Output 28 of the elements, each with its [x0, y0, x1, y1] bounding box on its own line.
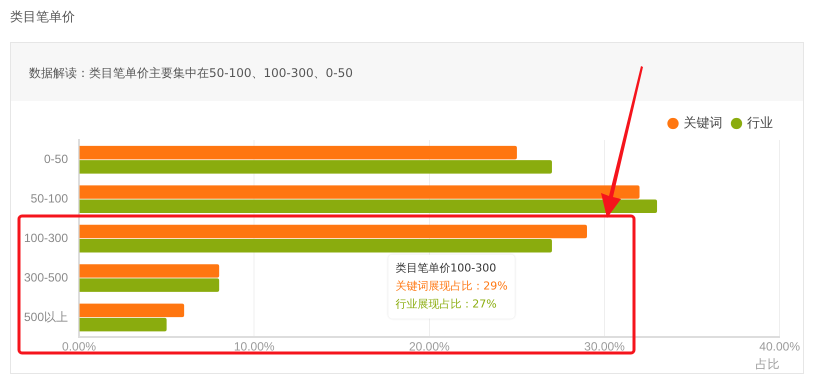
x-tick-label: 30.00% — [584, 340, 626, 354]
legend-label: 关键词 — [684, 115, 722, 130]
x-tick-label: 40.00% — [759, 340, 800, 354]
annotation: 类目笔单价100-300 — [395, 261, 496, 274]
x-tick-label: 10.00% — [234, 340, 275, 354]
bar — [80, 318, 167, 332]
chart-title: 类目笔单价 — [10, 9, 75, 26]
chart-subtitle: 数据解读：类目笔单价主要集中在50-100、100-300、0-50 — [11, 43, 803, 101]
y-tick-label: 500以上 — [24, 310, 68, 324]
y-tick-label: 300-500 — [24, 270, 68, 284]
bar — [80, 146, 517, 160]
legend-label: 行业 — [747, 115, 773, 130]
x-axis-title: 占比 — [756, 357, 780, 372]
bar — [80, 238, 552, 252]
y-tick-label: 100-300 — [24, 230, 68, 245]
bar — [80, 304, 184, 318]
bar — [80, 264, 220, 278]
bar — [80, 160, 552, 174]
annotation: 关键词展现占比：29% — [395, 279, 508, 292]
x-tick-label: 20.00% — [408, 340, 450, 354]
y-tick-label: 50-100 — [30, 191, 68, 206]
bar — [80, 200, 658, 214]
bar — [80, 224, 587, 238]
y-tick-label: 0-50 — [44, 152, 68, 166]
annotation: 行业展现占比：27% — [395, 297, 497, 310]
bar — [80, 278, 220, 292]
x-tick-label: 0.00% — [62, 340, 96, 354]
bar — [80, 185, 640, 199]
